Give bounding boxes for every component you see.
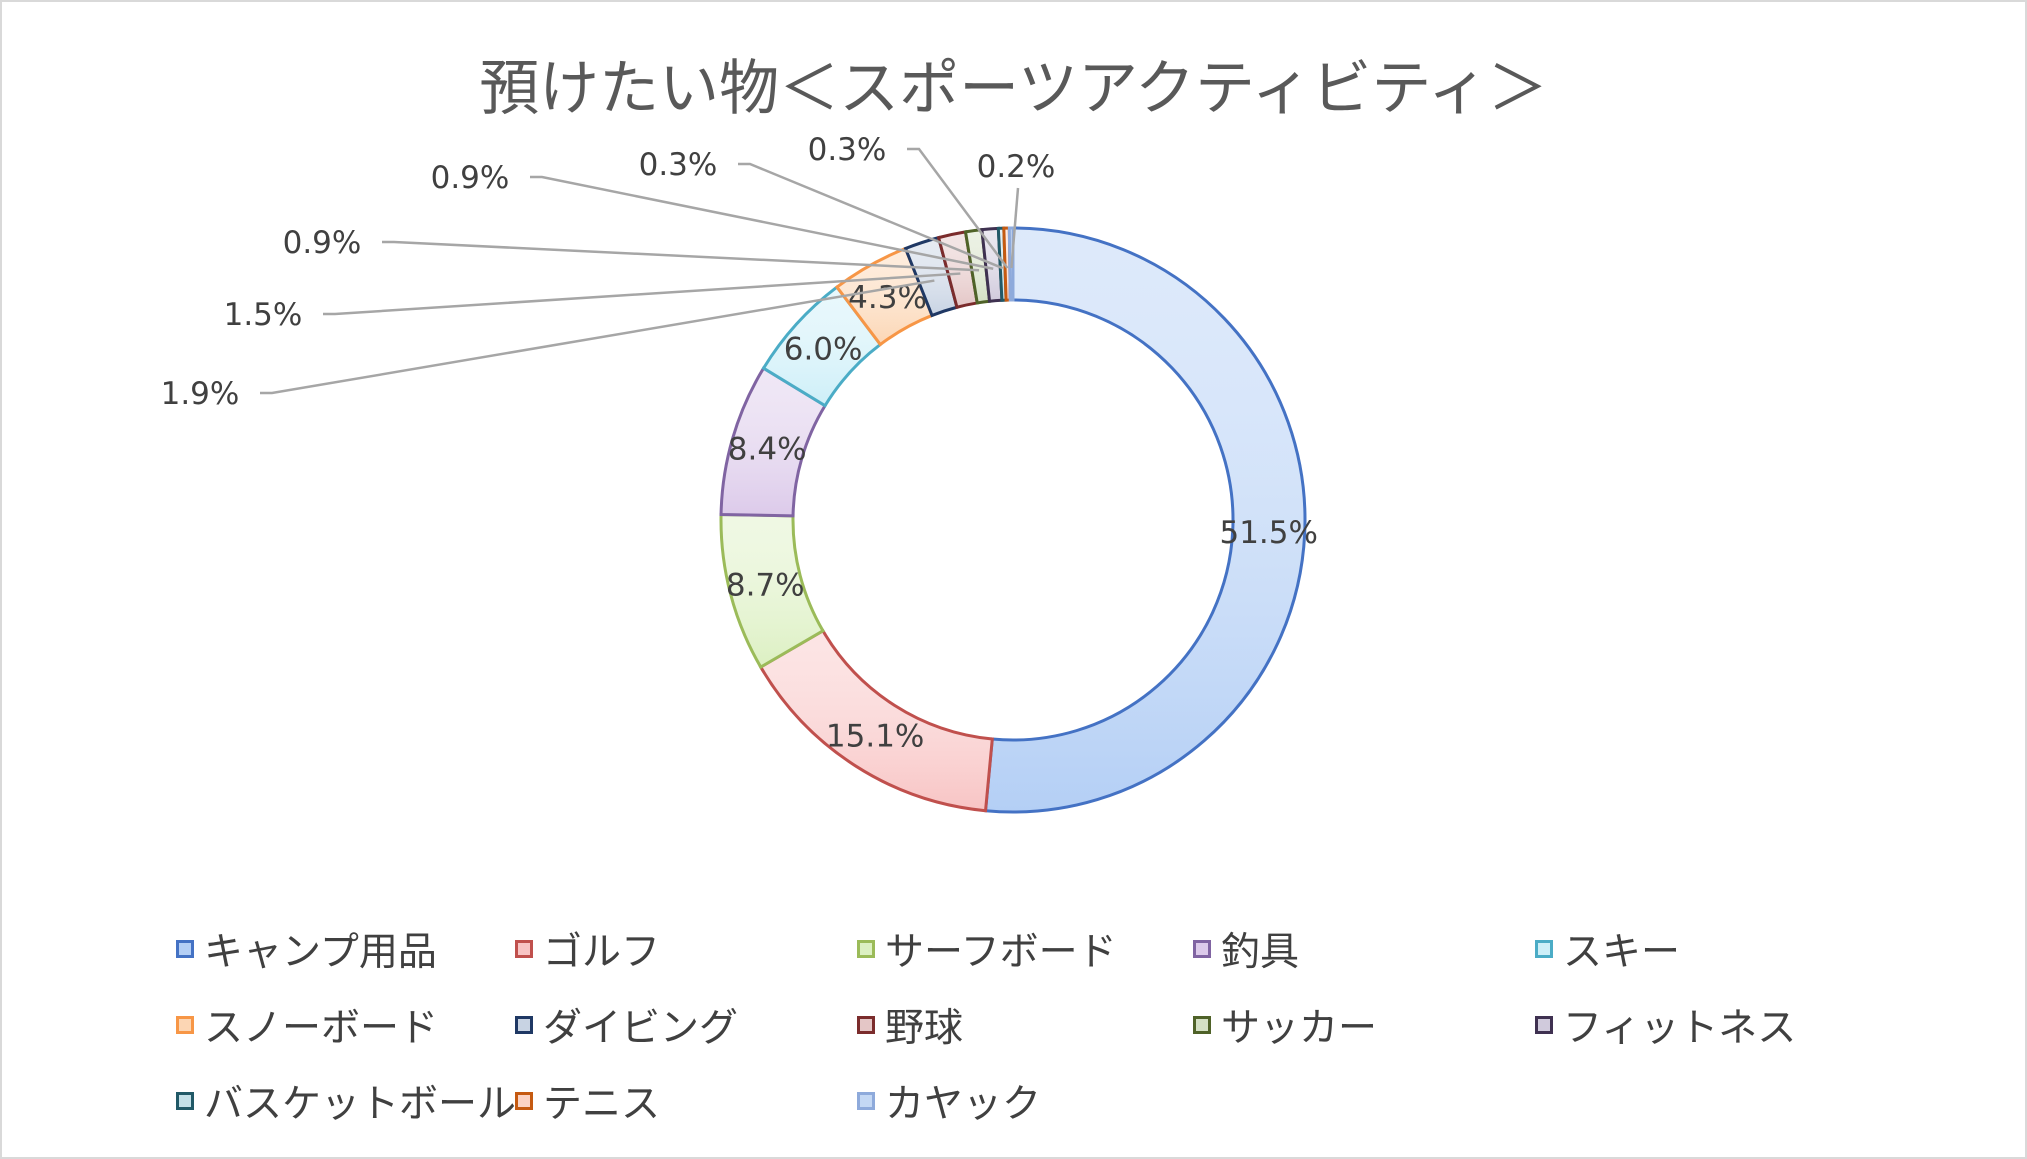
data-label-5: 6.0%	[784, 331, 863, 367]
data-label-3: 8.7%	[726, 567, 805, 603]
leader-line-12	[907, 147, 1009, 269]
data-label-10: 0.9%	[431, 160, 510, 196]
leader-line-8	[323, 272, 961, 316]
data-label-12: 0.3%	[808, 132, 887, 168]
leader-line-9	[382, 240, 980, 272]
data-label-2: 15.1%	[826, 719, 924, 755]
data-label-7: 1.9%	[161, 376, 240, 412]
slice-outline-1	[983, 226, 1307, 814]
chart-title: 預けたい物＜スポーツアクティビティ＞	[479, 54, 1548, 124]
leader-line-10	[530, 175, 994, 271]
data-label-11: 0.3%	[639, 147, 718, 183]
leader-line-11	[738, 162, 1004, 270]
data-label-6: 4.3%	[848, 280, 927, 316]
data-label-13: 0.2%	[977, 149, 1056, 185]
leader-line-13	[1010, 187, 1020, 269]
data-label-4: 8.4%	[728, 432, 807, 468]
data-label-8: 1.5%	[224, 297, 303, 333]
leader-line-7	[260, 279, 935, 395]
data-label-9: 0.9%	[283, 225, 362, 261]
data-label-1: 51.5%	[1219, 515, 1317, 551]
